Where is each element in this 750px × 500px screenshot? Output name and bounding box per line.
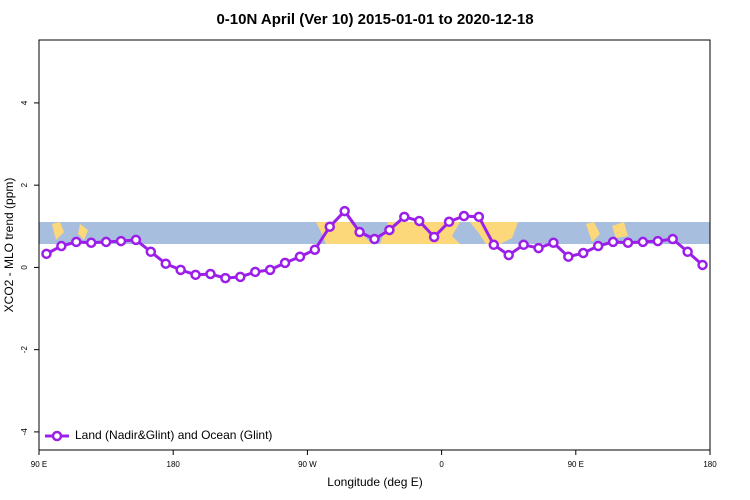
- data-point: [369, 233, 380, 245]
- data-point: [56, 240, 67, 252]
- y-axis-label: XCO2 - MLO trend (ppm): [2, 178, 16, 313]
- ocean-band: [39, 222, 710, 244]
- data-point: [235, 271, 246, 283]
- x-tick-label: 0: [439, 460, 444, 469]
- data-point: [249, 266, 261, 278]
- data-point: [100, 236, 112, 248]
- data-point: [682, 246, 693, 258]
- data-point: [175, 264, 186, 276]
- y-tick-label: -4: [20, 428, 29, 436]
- data-point: [697, 259, 708, 271]
- data-point: [41, 248, 52, 260]
- data-point: [220, 272, 231, 284]
- data-point: [354, 226, 365, 238]
- land-patch: [586, 222, 600, 242]
- land-patch: [380, 222, 460, 244]
- land-patch: [612, 222, 628, 238]
- data-point: [622, 237, 634, 248]
- data-point: [160, 258, 171, 269]
- data-point: [130, 234, 142, 246]
- data-point: [205, 268, 216, 280]
- data-point: [488, 239, 500, 251]
- data-point: [399, 211, 410, 223]
- data-point: [518, 239, 529, 251]
- land-patch: [52, 222, 64, 240]
- data-point: [279, 257, 291, 269]
- x-tick-label: 90 E: [31, 460, 47, 469]
- x-tick-label: 90 E: [568, 460, 584, 469]
- y-tick-label: 2: [20, 182, 29, 187]
- data-point: [190, 269, 201, 281]
- chart-title: 0-10N April (Ver 10) 2015-01-01 to 2020-…: [216, 11, 533, 28]
- data-point: [667, 233, 678, 245]
- x-axis-label: Longitude (deg E): [327, 475, 422, 489]
- data-point: [71, 236, 82, 248]
- x-tick-label: 90 W: [298, 460, 317, 469]
- data-point: [533, 242, 544, 254]
- data-point: [548, 237, 559, 248]
- data-point: [458, 210, 470, 222]
- series-line: [45, 208, 704, 280]
- data-point: [578, 247, 589, 259]
- data-point: [473, 211, 485, 223]
- data-point: [443, 216, 455, 228]
- y-tick-label: 0: [20, 265, 29, 270]
- data-point: [428, 231, 440, 243]
- data-point: [339, 205, 350, 217]
- legend-label: Land (Nadir&Glint) and Ocean (Glint): [75, 428, 272, 442]
- data-point: [384, 224, 395, 236]
- data-point: [413, 215, 425, 227]
- y-tick-label: -2: [20, 346, 29, 354]
- data-point: [264, 264, 276, 276]
- data-point: [309, 244, 321, 255]
- x-tick-label: 180: [703, 460, 717, 469]
- data-point: [324, 221, 336, 232]
- plot-frame: [38, 39, 711, 451]
- x-tick-label: 180: [167, 460, 181, 469]
- data-point: [503, 249, 514, 261]
- land-patch: [78, 224, 88, 240]
- data-point: [607, 236, 619, 248]
- data-point: [563, 251, 574, 262]
- data-point: [294, 251, 306, 262]
- data-point: [592, 240, 604, 252]
- y-tick-label: 4: [20, 100, 29, 105]
- data-point: [85, 237, 97, 248]
- land-ocean-map: [39, 222, 710, 244]
- data-point: [637, 236, 649, 248]
- land-patch: [470, 222, 518, 244]
- data-point: [145, 246, 157, 258]
- data-point: [115, 235, 127, 247]
- data-point: [652, 235, 664, 247]
- legend-marker: [51, 430, 63, 442]
